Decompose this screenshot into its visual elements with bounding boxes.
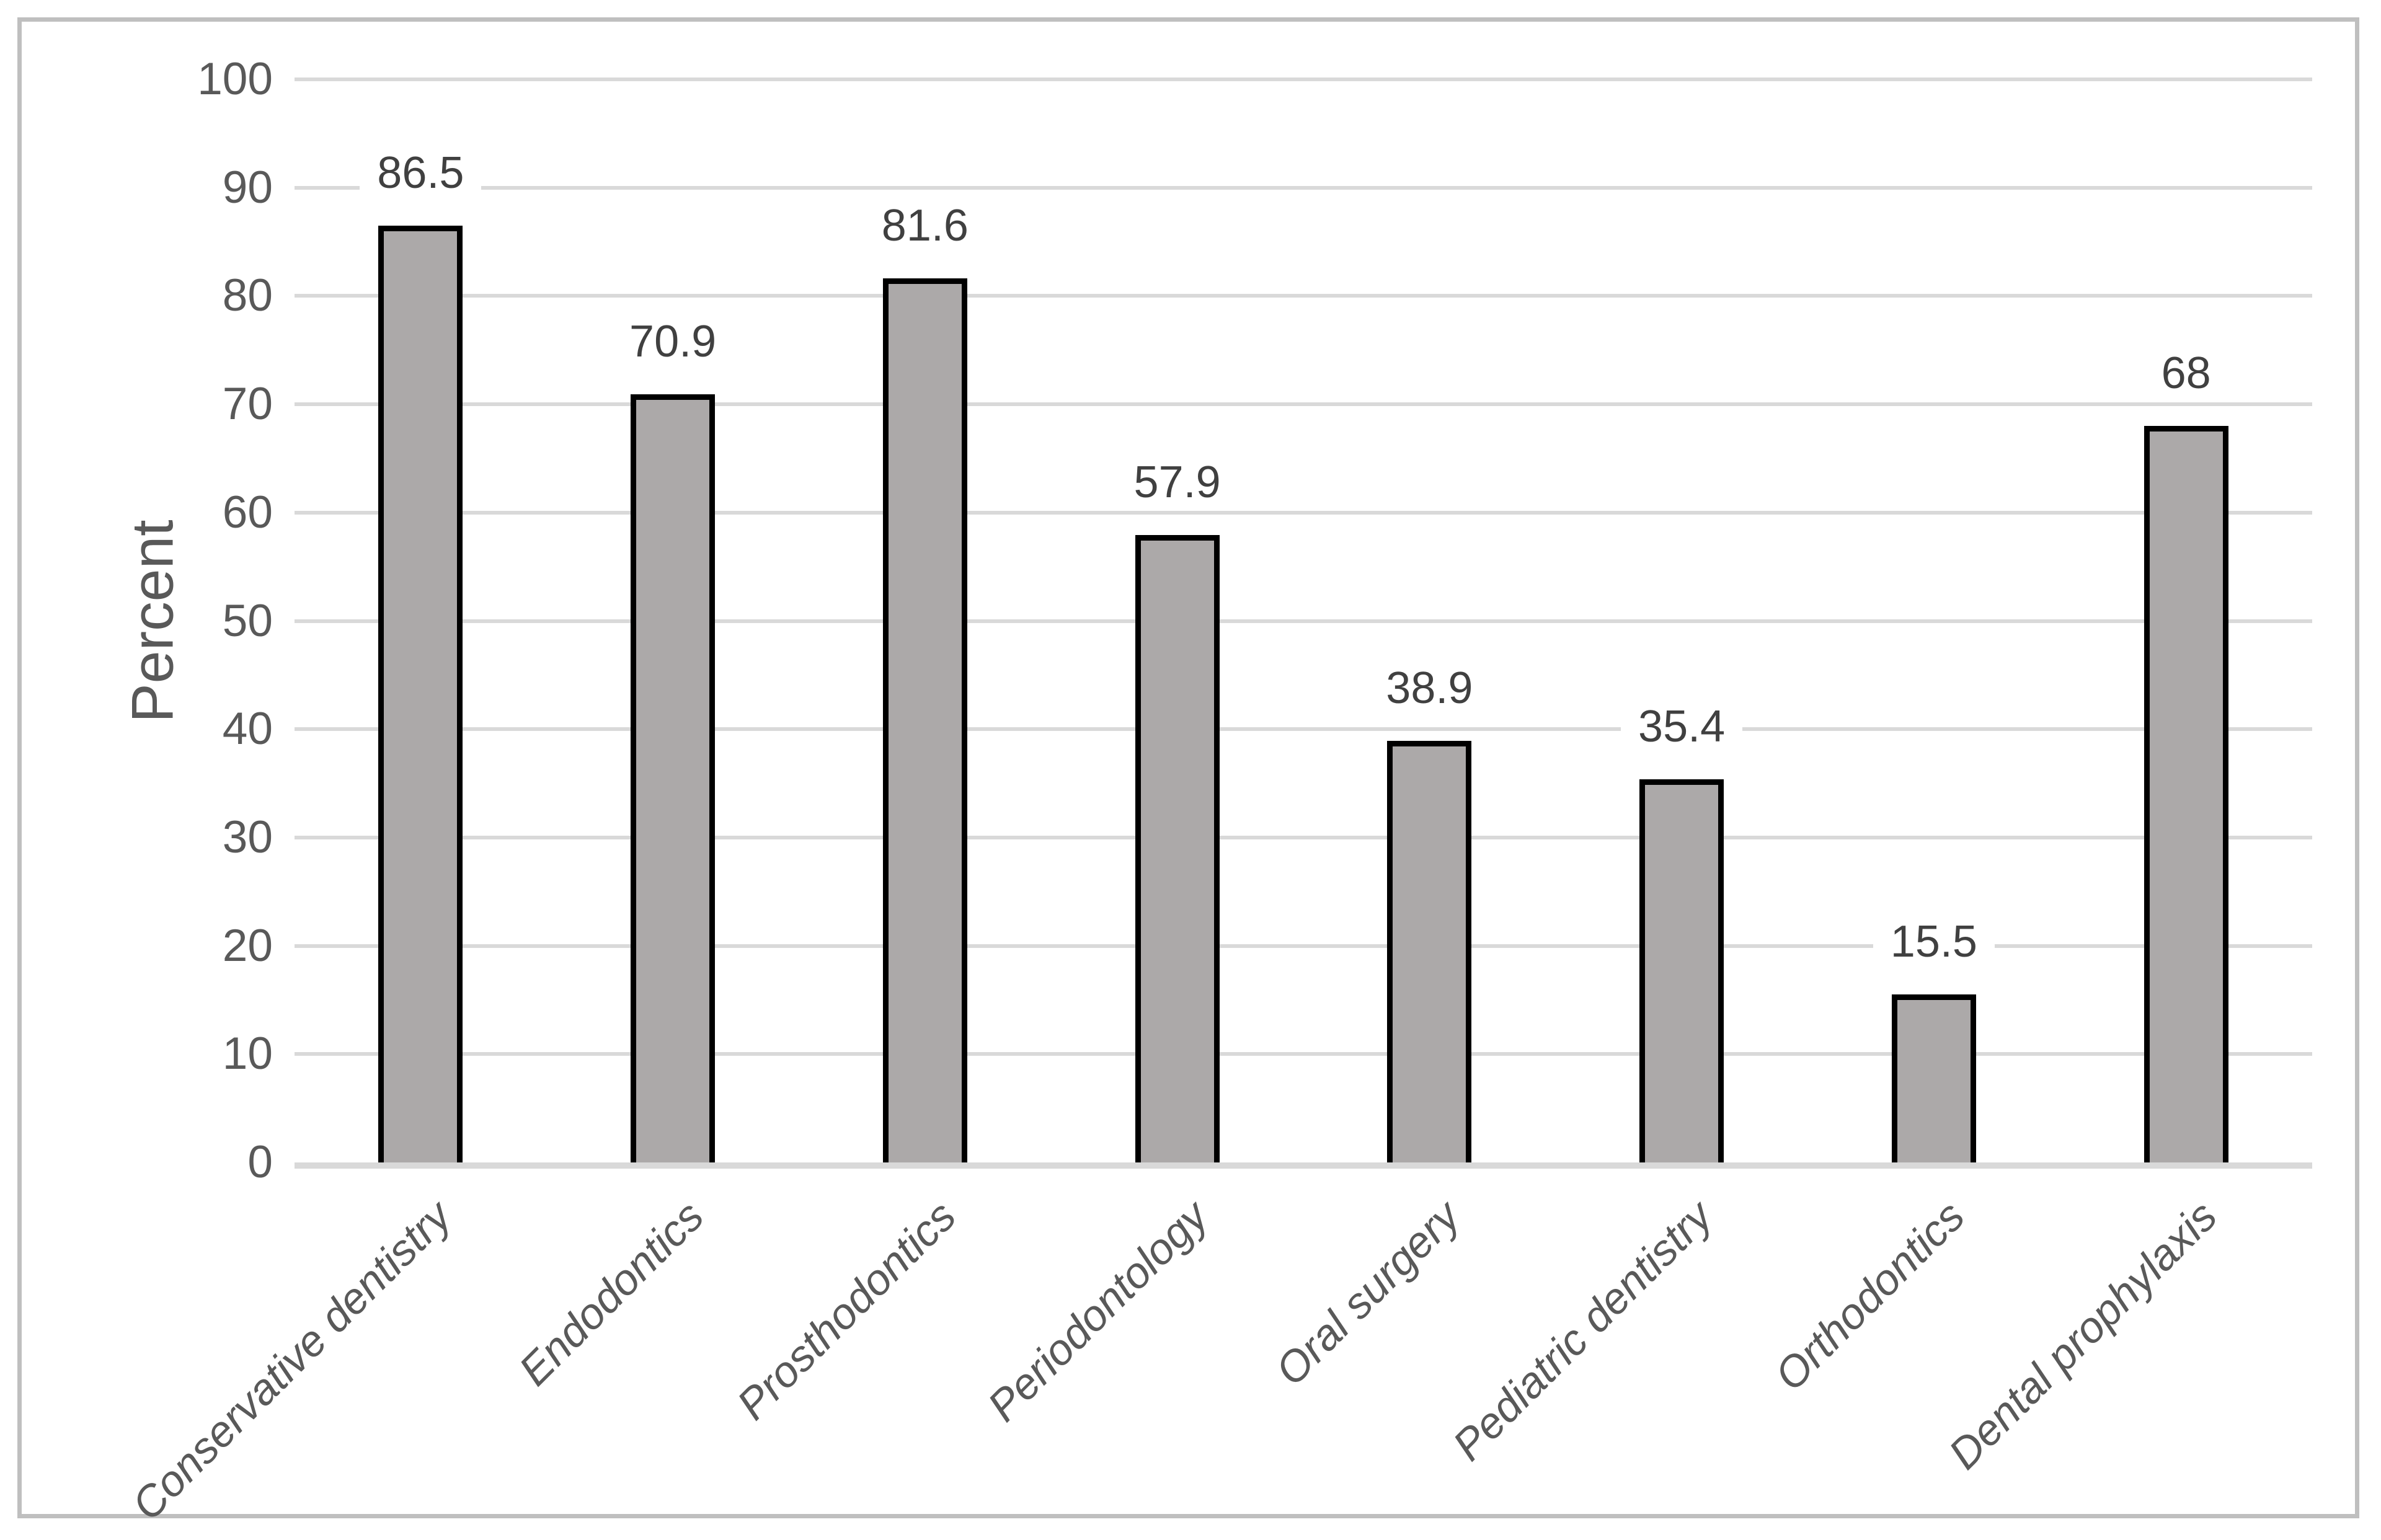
- y-tick-label: 40: [222, 704, 273, 755]
- y-gridline: [295, 727, 2312, 732]
- bar: [2144, 426, 2228, 1162]
- chart-frame: 0 10 20 30 40 50 60 70 80 90 100 86.5 70.9 81.6 57.9 3…: [17, 17, 2359, 1529]
- x-category-label: Conservative dentistry: [122, 1192, 461, 1529]
- y-gridline: [295, 294, 2312, 298]
- bar: [1891, 994, 1976, 1162]
- y-tick-label: 30: [222, 812, 273, 862]
- bar: [631, 394, 716, 1162]
- x-category-label: Oral surgery: [1266, 1192, 1470, 1395]
- bar-value-label: 35.4: [1520, 698, 1843, 755]
- x-category-label: Orthodontics: [1765, 1192, 1974, 1400]
- y-gridline: [295, 185, 2312, 190]
- bar-value-label: 86.5: [259, 144, 582, 201]
- y-axis-title: Percent: [120, 519, 186, 723]
- x-category-label: Periodontology: [978, 1192, 1217, 1431]
- y-gridline: [295, 944, 2312, 948]
- y-tick-label: 90: [222, 162, 273, 213]
- bar: [378, 225, 463, 1162]
- bar: [1387, 741, 1472, 1162]
- bar-value-label: 68: [2025, 345, 2348, 402]
- y-gridline: [295, 835, 2312, 839]
- x-category-label: Dental prophylaxis: [1939, 1192, 2226, 1479]
- y-gridline: [295, 77, 2312, 81]
- y-tick-label: 60: [222, 487, 273, 538]
- y-tick-label: 0: [247, 1137, 273, 1187]
- bar: [1135, 535, 1220, 1162]
- y-tick-label: 20: [222, 920, 273, 971]
- y-tick-label: 50: [222, 595, 273, 646]
- bar-value-label: 81.6: [764, 197, 1086, 254]
- x-category-label: Endodontics: [509, 1192, 713, 1395]
- y-gridline: [295, 1052, 2312, 1056]
- y-tick-label: 100: [197, 54, 273, 104]
- bar: [882, 278, 967, 1162]
- bar-value-label: 70.9: [512, 313, 834, 370]
- bar-value-label: 57.9: [1016, 454, 1339, 511]
- y-gridline: [295, 619, 2312, 623]
- plot-area: 0 10 20 30 40 50 60 70 80 90 100 86.5 70.9 81.6 57.9 3…: [22, 22, 2355, 1529]
- x-category-label: Prosthodontics: [727, 1192, 965, 1429]
- y-tick-label: 70: [222, 379, 273, 430]
- x-category-label: Pediatric dentistry: [1443, 1192, 1722, 1470]
- y-gridline: [295, 402, 2312, 407]
- bar-value-label: 15.5: [1773, 913, 2095, 970]
- y-gridline: [295, 510, 2312, 515]
- bar: [1639, 779, 1724, 1162]
- bar-value-label: 38.9: [1268, 660, 1590, 717]
- y-tick-label: 10: [222, 1029, 273, 1079]
- x-axis-line: [295, 1162, 2312, 1169]
- y-tick-label: 80: [222, 270, 273, 321]
